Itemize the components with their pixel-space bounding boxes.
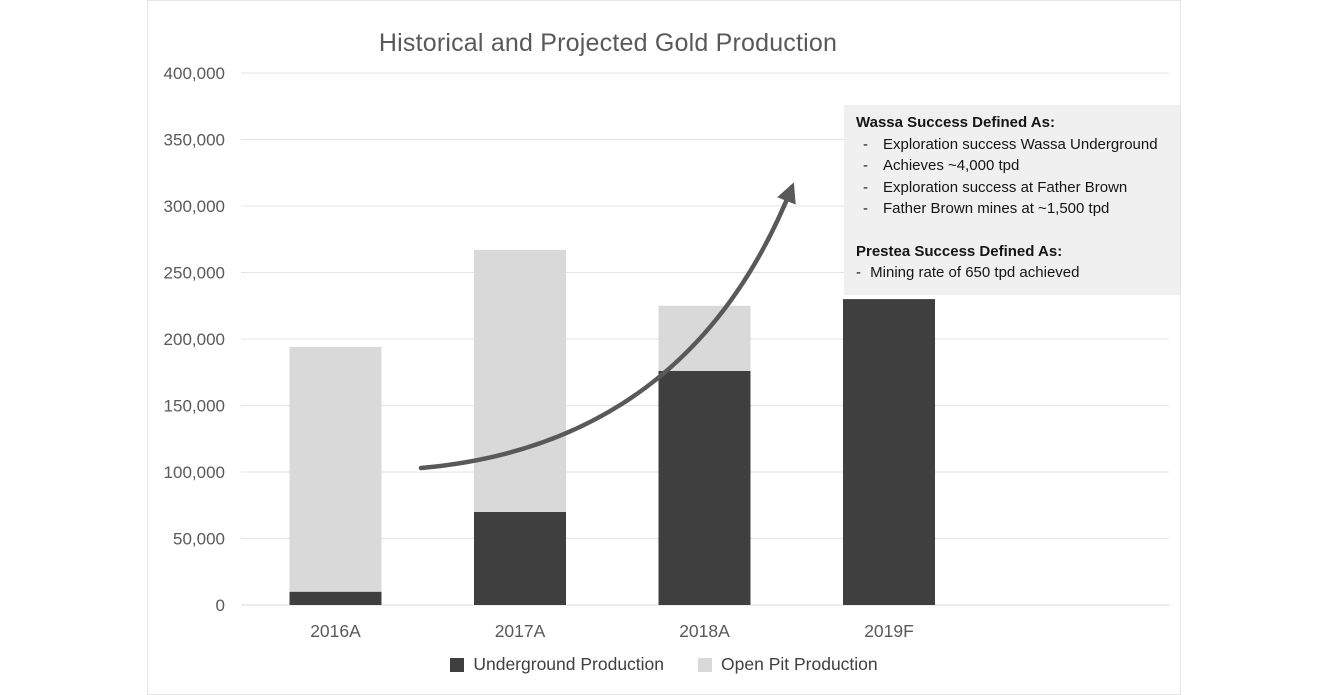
prestea-bullet-text: Mining rate of 650 tpd achieved <box>870 264 1080 281</box>
wassa-bullet-item: - Exploration success at Father Brown <box>856 177 1174 199</box>
chart-legend: Underground Production Open Pit Productio… <box>148 654 1180 675</box>
success-criteria-note: Wassa Success Defined As: - Exploration … <box>844 105 1180 295</box>
bar-segment <box>289 591 382 605</box>
prestea-bullet-item: - Mining rate of 650 tpd achieved <box>856 262 1174 284</box>
legend-label: Open Pit Production <box>721 654 878 674</box>
bar-segment <box>474 249 566 512</box>
gold-production-chart: Historical and Projected Gold Production… <box>147 0 1181 695</box>
legend-swatch <box>698 657 713 672</box>
bullet-dash: - <box>856 264 861 281</box>
bullet-dash: - <box>863 178 868 196</box>
y-axis-tick-label: 200,000 <box>164 330 225 349</box>
x-axis-category-label: 2016A <box>310 621 361 641</box>
bar-segment <box>289 346 382 592</box>
x-axis-category-label: 2018A <box>679 621 730 641</box>
wassa-bullet-item: - Exploration success Wassa Underground <box>856 134 1174 156</box>
legend-swatch <box>450 657 465 672</box>
wassa-bullet-text: Father Brown mines at ~1,500 tpd <box>883 200 1110 217</box>
y-axis-tick-label: 50,000 <box>173 530 225 549</box>
y-axis-tick-label: 250,000 <box>164 264 225 283</box>
y-axis-tick-label: 400,000 <box>164 64 225 83</box>
wassa-bullet-item: - Father Brown mines at ~1,500 tpd <box>856 198 1174 220</box>
legend-item: Open Pit Production <box>698 654 878 675</box>
y-axis-tick-label: 0 <box>216 596 225 615</box>
x-axis-category-label: 2019F <box>864 621 914 641</box>
x-axis-category-label: 2017A <box>495 621 546 641</box>
prestea-heading: Prestea Success Defined As: <box>856 242 1063 260</box>
bar-segment <box>843 299 935 605</box>
legend-item: Underground Production <box>450 654 664 675</box>
wassa-bullet-text: Achieves ~4,000 tpd <box>883 157 1020 174</box>
bar-segment <box>658 370 751 605</box>
y-axis-tick-label: 150,000 <box>164 397 225 416</box>
bar-segment <box>474 511 566 605</box>
wassa-bullet-item: - Achieves ~4,000 tpd <box>856 155 1174 177</box>
legend-label: Underground Production <box>473 654 665 674</box>
wassa-heading: Wassa Success Defined As: <box>856 114 1055 131</box>
chart-title: Historical and Projected Gold Production <box>378 29 838 57</box>
bullet-dash: - <box>863 200 868 217</box>
bullet-dash: - <box>863 157 868 174</box>
wassa-bullet-text: Exploration success Wassa Underground <box>883 135 1158 153</box>
bar-segment <box>658 305 751 371</box>
y-axis-tick-label: 350,000 <box>164 131 225 150</box>
y-axis-tick-label: 100,000 <box>164 463 225 482</box>
bullet-dash: - <box>863 135 868 153</box>
y-axis-tick-label: 300,000 <box>164 197 225 216</box>
wassa-bullet-text: Exploration success at Father Brown <box>883 178 1128 196</box>
